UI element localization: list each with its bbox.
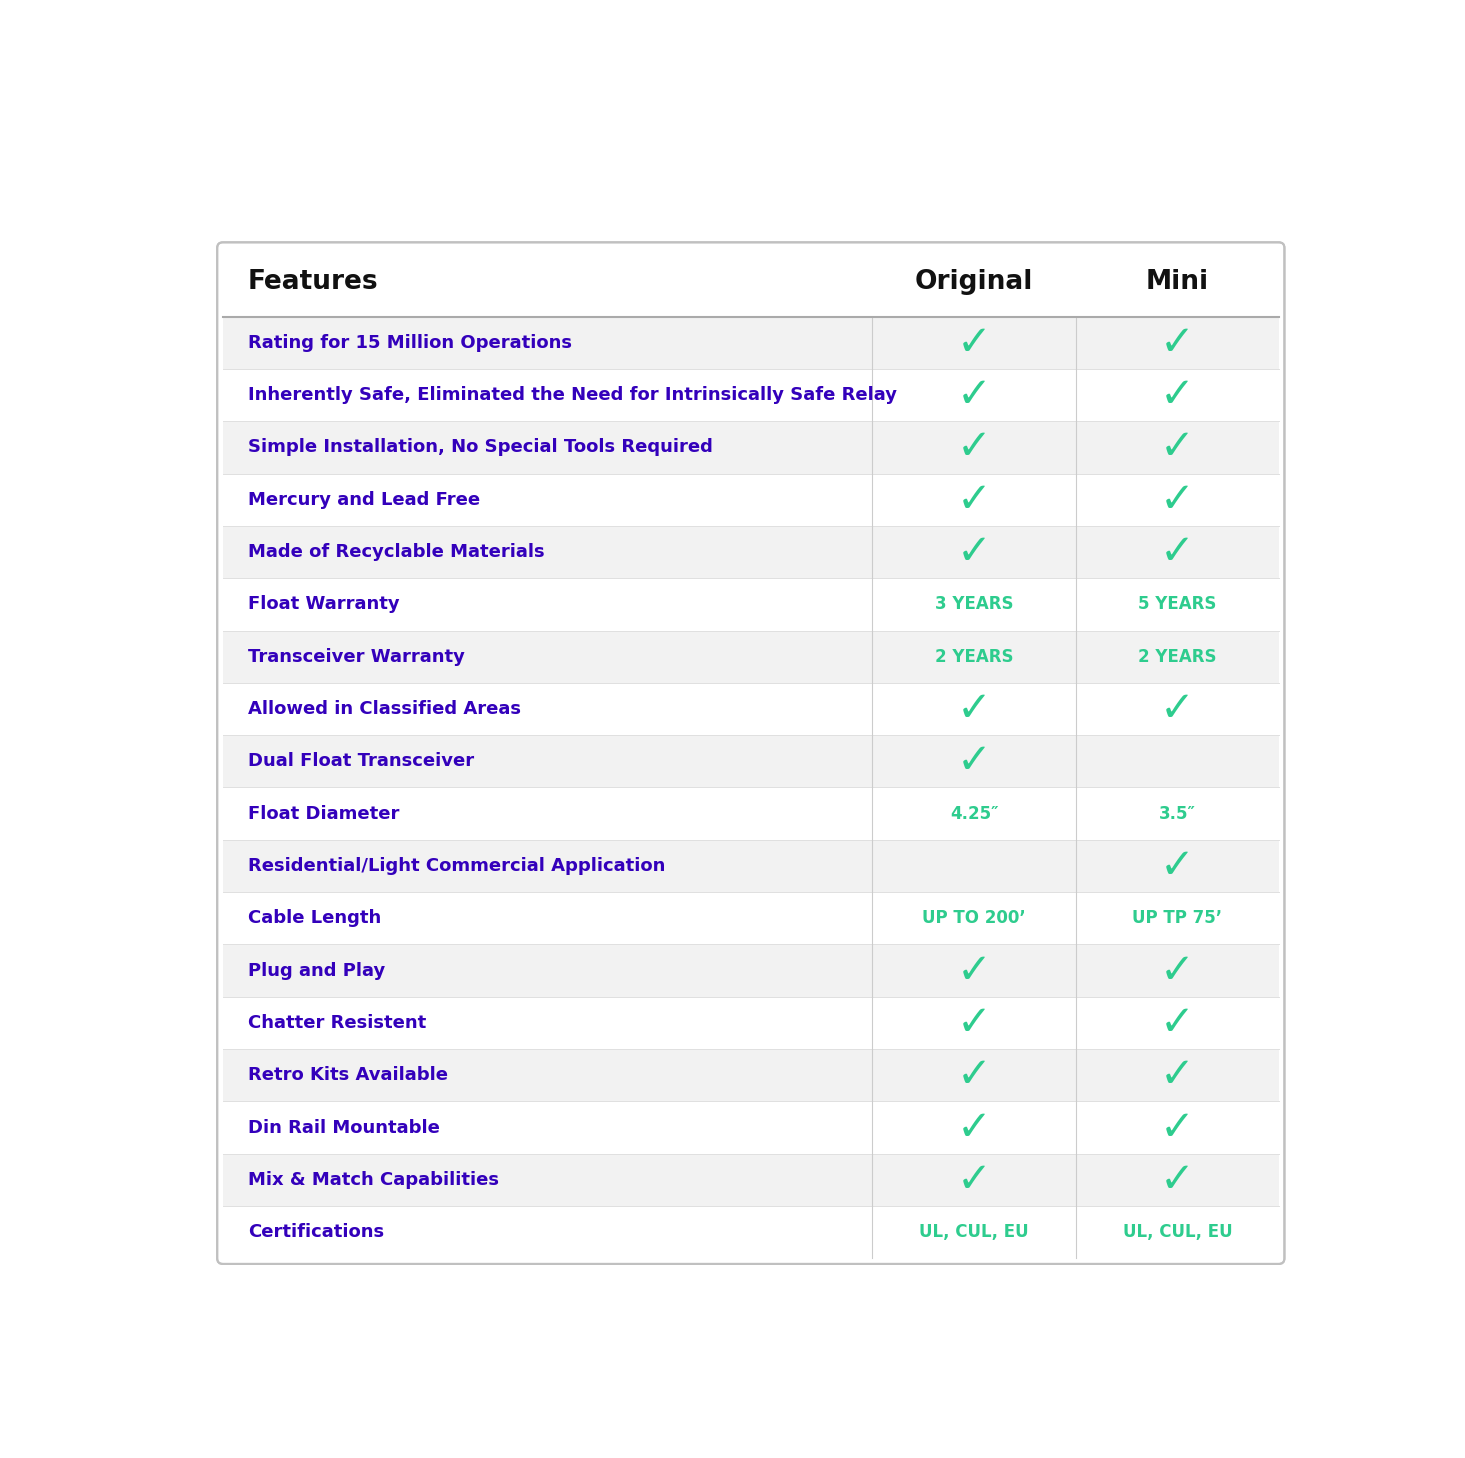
Text: Features: Features — [248, 270, 378, 296]
Bar — [223, 997, 1279, 1050]
Text: Mercury and Lead Free: Mercury and Lead Free — [248, 491, 481, 509]
Text: Mix & Match Capabilities: Mix & Match Capabilities — [248, 1171, 500, 1188]
Text: 2 YEARS: 2 YEARS — [1138, 647, 1216, 666]
Text: Din Rail Mountable: Din Rail Mountable — [248, 1118, 440, 1137]
Text: ✓: ✓ — [1160, 426, 1195, 468]
Text: UP TO 200’: UP TO 200’ — [923, 910, 1026, 927]
Text: Original: Original — [916, 270, 1033, 296]
Text: Certifications: Certifications — [248, 1223, 384, 1241]
Bar — [223, 945, 1279, 997]
Text: ✓: ✓ — [1160, 1107, 1195, 1149]
Bar — [223, 1101, 1279, 1153]
Bar — [223, 316, 1279, 369]
Text: ✓: ✓ — [957, 1159, 992, 1201]
Text: ✓: ✓ — [1160, 322, 1195, 364]
Text: ✓: ✓ — [957, 741, 992, 783]
Text: Cable Length: Cable Length — [248, 910, 381, 927]
Bar — [223, 579, 1279, 630]
Text: ✓: ✓ — [957, 478, 992, 521]
Text: ✓: ✓ — [957, 688, 992, 730]
Text: Retro Kits Available: Retro Kits Available — [248, 1066, 448, 1085]
Text: ✓: ✓ — [957, 1002, 992, 1044]
Text: 3 YEARS: 3 YEARS — [935, 595, 1014, 614]
Bar — [223, 474, 1279, 526]
Bar — [223, 735, 1279, 787]
Bar — [223, 1206, 1279, 1258]
Text: Plug and Play: Plug and Play — [248, 962, 385, 980]
Text: 2 YEARS: 2 YEARS — [935, 647, 1014, 666]
Text: Simple Installation, No Special Tools Required: Simple Installation, No Special Tools Re… — [248, 439, 712, 456]
Bar — [223, 1153, 1279, 1206]
Text: Dual Float Transceiver: Dual Float Transceiver — [248, 752, 475, 770]
Text: UL, CUL, EU: UL, CUL, EU — [920, 1223, 1028, 1241]
Text: UL, CUL, EU: UL, CUL, EU — [1122, 1223, 1232, 1241]
Text: 5 YEARS: 5 YEARS — [1138, 595, 1216, 614]
Text: Made of Recyclable Materials: Made of Recyclable Materials — [248, 542, 545, 561]
Bar — [223, 369, 1279, 421]
Text: ✓: ✓ — [957, 1054, 992, 1096]
Text: ✓: ✓ — [1160, 375, 1195, 416]
Text: ✓: ✓ — [957, 531, 992, 573]
Text: ✓: ✓ — [957, 1107, 992, 1149]
Text: ✓: ✓ — [1160, 688, 1195, 730]
Bar — [223, 840, 1279, 892]
Text: ✓: ✓ — [957, 426, 992, 468]
Text: 4.25″: 4.25″ — [949, 805, 998, 822]
Text: Mini: Mini — [1146, 270, 1209, 296]
Bar — [223, 892, 1279, 945]
Text: ✓: ✓ — [1160, 1002, 1195, 1044]
FancyBboxPatch shape — [217, 242, 1285, 1264]
Text: Transceiver Warranty: Transceiver Warranty — [248, 647, 464, 666]
Text: UP TP 75’: UP TP 75’ — [1132, 910, 1222, 927]
Bar — [223, 787, 1279, 840]
Bar — [223, 630, 1279, 682]
Text: Rating for 15 Million Operations: Rating for 15 Million Operations — [248, 334, 571, 351]
Text: ✓: ✓ — [1160, 531, 1195, 573]
Text: Float Warranty: Float Warranty — [248, 595, 400, 614]
Text: ✓: ✓ — [1160, 846, 1195, 886]
Text: ✓: ✓ — [1160, 1159, 1195, 1201]
Text: ✓: ✓ — [957, 375, 992, 416]
Text: Chatter Resistent: Chatter Resistent — [248, 1013, 426, 1032]
Bar — [223, 1050, 1279, 1101]
Text: ✓: ✓ — [957, 322, 992, 364]
Text: 3.5″: 3.5″ — [1159, 805, 1195, 822]
Text: ✓: ✓ — [957, 949, 992, 991]
Text: Residential/Light Commercial Application: Residential/Light Commercial Application — [248, 857, 665, 875]
Text: ✓: ✓ — [1160, 478, 1195, 521]
Text: Allowed in Classified Areas: Allowed in Classified Areas — [248, 700, 522, 717]
Text: ✓: ✓ — [1160, 949, 1195, 991]
Bar — [223, 421, 1279, 474]
Bar — [223, 526, 1279, 579]
Bar — [223, 682, 1279, 735]
Text: Float Diameter: Float Diameter — [248, 805, 400, 822]
Text: ✓: ✓ — [1160, 1054, 1195, 1096]
Text: Inherently Safe, Eliminated the Need for Intrinsically Safe Relay: Inherently Safe, Eliminated the Need for… — [248, 386, 897, 404]
